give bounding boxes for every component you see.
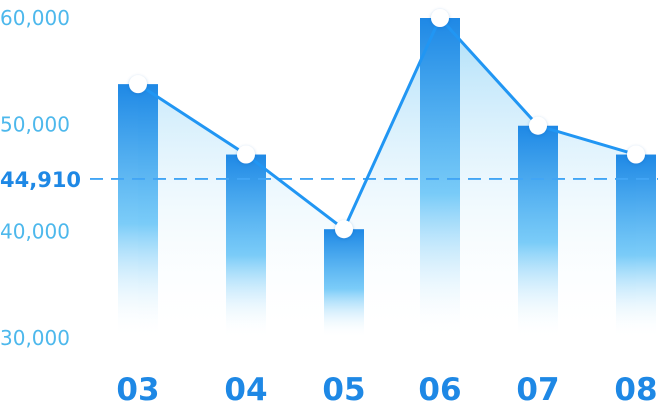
bar-04 bbox=[226, 154, 266, 338]
y-tick-label: 30,000 bbox=[0, 326, 70, 350]
series-line bbox=[137, 16, 637, 231]
x-tick-label: 06 bbox=[418, 372, 461, 404]
line-area bbox=[138, 18, 636, 338]
y-tick-label: 40,000 bbox=[0, 219, 70, 243]
bar-08 bbox=[616, 154, 656, 338]
x-tick-label: 03 bbox=[116, 372, 159, 404]
bars bbox=[118, 18, 656, 338]
y-axis-ticks: 60,000 50,000 40,000 30,000 bbox=[0, 6, 70, 350]
bar-05 bbox=[324, 229, 364, 338]
point-marker-07 bbox=[529, 116, 547, 135]
reference-line-group: 44,910 bbox=[0, 168, 658, 192]
y-tick-label: 60,000 bbox=[0, 6, 70, 30]
point-marker-04 bbox=[237, 145, 255, 164]
x-tick-label: 07 bbox=[516, 372, 559, 404]
reference-line-label: 44,910 bbox=[0, 168, 81, 192]
bar-06 bbox=[420, 18, 460, 338]
x-axis-ticks: 03 04 05 06 07 08 bbox=[116, 372, 657, 404]
line-markers bbox=[129, 9, 645, 239]
point-marker-03 bbox=[129, 75, 147, 94]
y-tick-label: 50,000 bbox=[0, 113, 70, 137]
line-series bbox=[137, 16, 637, 231]
point-marker-05 bbox=[335, 220, 353, 239]
bar-07 bbox=[518, 125, 558, 338]
point-marker-06 bbox=[431, 9, 449, 27]
bar-03 bbox=[118, 84, 158, 338]
area-fill bbox=[138, 18, 636, 338]
x-tick-label: 05 bbox=[322, 372, 365, 404]
x-tick-label: 04 bbox=[224, 372, 267, 404]
x-tick-label: 08 bbox=[614, 372, 657, 404]
point-marker-08 bbox=[627, 145, 645, 164]
